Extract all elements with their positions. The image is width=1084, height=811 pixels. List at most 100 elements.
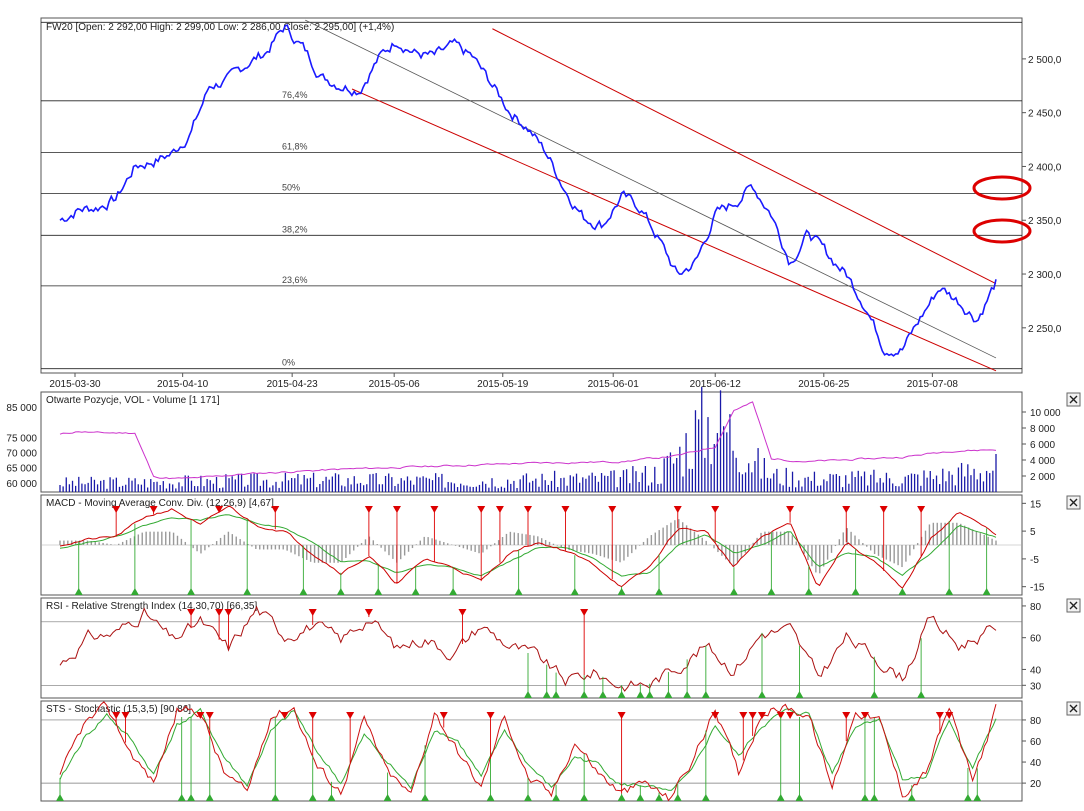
sto-sell-marker-13 bbox=[758, 712, 766, 719]
sto-sell-marker-2 bbox=[196, 712, 205, 719]
macd-close-button[interactable] bbox=[1066, 495, 1081, 510]
macd-line bbox=[59, 505, 997, 589]
price-x-tick-label-4: 2015-05-19 bbox=[477, 379, 529, 390]
volume-right-tick-label-2: 6 000 bbox=[1030, 440, 1055, 451]
sto-buy-marker-11 bbox=[552, 794, 561, 801]
price-x-tick-label-6: 2015-06-12 bbox=[690, 379, 742, 390]
sto-sell-marker-6 bbox=[346, 712, 355, 719]
macd-buy-marker-0 bbox=[74, 588, 83, 595]
rsi-tick-label-2: 60 bbox=[1030, 634, 1042, 645]
price-x-tick-label-3: 2015-05-06 bbox=[369, 379, 421, 390]
sto-buy-marker-24 bbox=[973, 794, 982, 801]
volume-close-button[interactable] bbox=[1066, 392, 1081, 407]
sto-buy-marker-2 bbox=[187, 794, 196, 801]
sto-buy-marker-7 bbox=[383, 794, 392, 801]
close-x-icon bbox=[1069, 395, 1078, 404]
rsi-sell-marker-1 bbox=[215, 609, 224, 616]
macd-buy-marker-16 bbox=[851, 588, 860, 595]
macd-buy-marker-10 bbox=[570, 588, 579, 595]
price-y-tick-label-5: 2 500,0 bbox=[1028, 55, 1062, 66]
price-y-tick-label-2: 2 350,0 bbox=[1028, 216, 1062, 227]
sto-buy-marker-15 bbox=[655, 794, 664, 801]
sto-sell-marker-5 bbox=[308, 712, 317, 719]
channel-line-mid bbox=[305, 19, 997, 359]
sto-buy-marker-22 bbox=[907, 794, 916, 801]
price-pane-title: FW20 [Open: 2 292,00 High: 2 299,00 Low:… bbox=[46, 22, 394, 33]
macd-sell-marker-15 bbox=[842, 506, 851, 513]
macd-tick-label-1: -5 bbox=[1030, 555, 1039, 566]
macd-buy-marker-15 bbox=[804, 588, 813, 595]
sto-buy-marker-21 bbox=[870, 794, 879, 801]
stochastic-k-line bbox=[59, 701, 997, 802]
rsi-buy-marker-13 bbox=[870, 691, 879, 698]
macd-buy-marker-17 bbox=[898, 588, 907, 595]
price-pane-frame bbox=[40, 17, 1023, 374]
sto-buy-marker-5 bbox=[308, 794, 317, 801]
macd-sell-marker-13 bbox=[711, 506, 720, 513]
price-y-tick-label-1: 2 300,0 bbox=[1028, 270, 1062, 281]
rsi-buy-marker-5 bbox=[617, 691, 626, 698]
sto-sell-marker-17 bbox=[860, 712, 869, 719]
price-x-tick-label-1: 2015-04-10 bbox=[157, 379, 209, 390]
rsi-buy-marker-14 bbox=[917, 691, 926, 698]
sto-buy-marker-6 bbox=[327, 794, 336, 801]
sto-sell-marker-7 bbox=[439, 712, 448, 719]
rsi-tick-label-0: 30 bbox=[1030, 681, 1042, 692]
macd-sell-marker-12 bbox=[673, 506, 682, 513]
sto-sell-marker-11 bbox=[739, 712, 748, 719]
rsi-pane: RSI - Relative Strength Index (14,30,70)… bbox=[40, 597, 1023, 699]
macd-buy-marker-2 bbox=[187, 588, 196, 595]
rsi-buy-marker-12 bbox=[795, 691, 804, 698]
macd-buy-marker-6 bbox=[374, 588, 383, 595]
volume-left-tick-label-1: 65 000 bbox=[6, 464, 37, 475]
sto-sell-marker-10 bbox=[711, 712, 720, 719]
fib-label-1: 23,6% bbox=[282, 275, 308, 285]
close-x-icon bbox=[1069, 704, 1078, 713]
rsi-pane-title: RSI - Relative Strength Index (14,30,70)… bbox=[46, 601, 257, 612]
rsi-buy-marker-11 bbox=[758, 691, 766, 698]
price-x-tick-label-8: 2015-07-08 bbox=[907, 379, 959, 390]
highlight-ellipse-0 bbox=[972, 175, 1032, 201]
macd-sell-marker-10 bbox=[561, 506, 570, 513]
rsi-pane-frame bbox=[40, 597, 1023, 699]
macd-buy-marker-1 bbox=[130, 588, 139, 595]
macd-buy-marker-8 bbox=[449, 588, 458, 595]
sto-buy-marker-13 bbox=[617, 794, 626, 801]
macd-buy-marker-7 bbox=[411, 588, 420, 595]
sto-buy-marker-3 bbox=[205, 794, 214, 801]
macd-buy-marker-14 bbox=[767, 588, 776, 595]
sto-buy-marker-10 bbox=[524, 794, 532, 801]
rsi-close-button[interactable] bbox=[1066, 598, 1081, 613]
close-x-icon bbox=[1069, 498, 1078, 507]
macd-tick-label-2: 5 bbox=[1030, 527, 1036, 538]
price-x-tick-label-7: 2015-06-25 bbox=[798, 379, 850, 390]
sto-sell-marker-15 bbox=[786, 712, 795, 719]
macd-sell-marker-14 bbox=[786, 506, 795, 513]
price-pane: FW20 [Open: 2 292,00 High: 2 299,00 Low:… bbox=[40, 17, 1023, 374]
stochastic-d-line bbox=[59, 707, 997, 791]
macd-histogram bbox=[59, 519, 997, 574]
volume-left-tick-label-0: 60 000 bbox=[6, 479, 37, 490]
volume-left-tick-label-2: 70 000 bbox=[6, 449, 37, 460]
sto-sell-marker-0 bbox=[112, 712, 121, 719]
macd-sell-marker-17 bbox=[917, 506, 926, 513]
sto-buy-marker-17 bbox=[701, 794, 710, 801]
rsi-buy-marker-1 bbox=[542, 691, 551, 698]
sto-tick-label-0: 20 bbox=[1030, 779, 1042, 790]
volume-right-tick-label-1: 4 000 bbox=[1030, 456, 1055, 467]
macd-tick-label-0: -15 bbox=[1030, 583, 1045, 594]
price-series-line bbox=[59, 24, 997, 357]
macd-buy-marker-18 bbox=[945, 588, 954, 595]
rsi-buy-marker-0 bbox=[524, 691, 532, 698]
stochastic-close-button[interactable] bbox=[1066, 701, 1081, 716]
rsi-buy-marker-10 bbox=[701, 691, 710, 698]
macd-sell-marker-6 bbox=[430, 506, 439, 513]
macd-buy-marker-19 bbox=[982, 588, 991, 595]
sto-sell-marker-9 bbox=[617, 712, 626, 719]
sto-buy-marker-19 bbox=[795, 794, 804, 801]
volume-right-tick-label-0: 2 000 bbox=[1030, 472, 1055, 483]
sto-buy-marker-23 bbox=[963, 794, 972, 801]
sto-buy-marker-1 bbox=[177, 794, 186, 801]
sto-buy-marker-8 bbox=[421, 794, 430, 801]
sto-buy-marker-16 bbox=[673, 794, 682, 801]
